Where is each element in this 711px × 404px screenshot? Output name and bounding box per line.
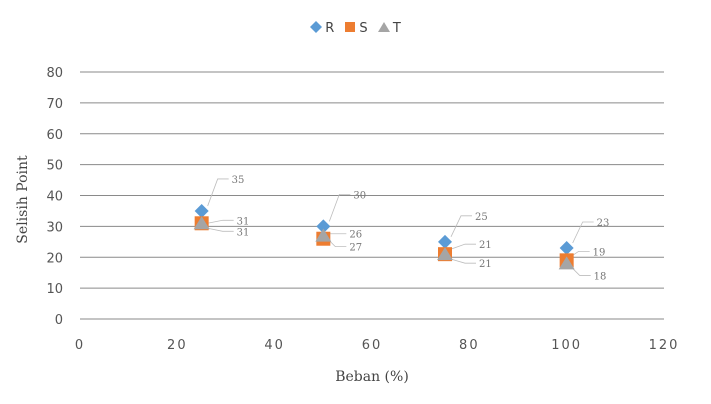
leader-line bbox=[572, 268, 591, 276]
leader-line bbox=[450, 258, 476, 264]
legend-item-t: T bbox=[377, 21, 401, 36]
data-label-t: 31 bbox=[237, 227, 250, 238]
marker-r bbox=[438, 234, 452, 249]
x-tick-label: 120 bbox=[649, 338, 680, 353]
data-label-s: 31 bbox=[237, 216, 250, 227]
y-tick-label: 80 bbox=[46, 66, 63, 81]
x-tick-label: 80 bbox=[459, 338, 480, 353]
legend: R S T bbox=[0, 21, 711, 36]
legend-item-s: S bbox=[344, 21, 368, 36]
x-tick-label: 20 bbox=[167, 338, 188, 353]
leader-line bbox=[328, 193, 351, 222]
leader-line bbox=[207, 227, 234, 232]
data-labels: 35 30 25 23 31 26 21 19 31 27 21 18 bbox=[232, 175, 610, 282]
data-label-r: 23 bbox=[597, 218, 610, 229]
data-label-s: 26 bbox=[349, 230, 362, 241]
y-tick-label: 50 bbox=[46, 159, 63, 174]
axes: 0 10 20 30 40 50 60 70 80 0 20 40 60 80 100 120 bbox=[46, 66, 680, 353]
x-tick-label: 0 bbox=[75, 338, 85, 353]
marker-t bbox=[193, 216, 210, 230]
marker-r bbox=[194, 203, 209, 218]
x-tick-label: 100 bbox=[551, 338, 582, 353]
y-tick-label: 0 bbox=[55, 313, 63, 328]
marker-t bbox=[437, 247, 453, 261]
marker-r bbox=[559, 240, 574, 255]
triangle-icon bbox=[377, 22, 390, 32]
leader-line bbox=[329, 240, 347, 248]
data-label-s: 21 bbox=[479, 240, 492, 251]
y-tick-label: 30 bbox=[46, 220, 63, 235]
legend-label-t: T bbox=[392, 21, 401, 36]
y-tick-label: 40 bbox=[46, 190, 63, 205]
data-label-r: 25 bbox=[475, 212, 488, 223]
data-label-r: 35 bbox=[232, 175, 245, 186]
marker-t bbox=[558, 256, 575, 270]
leader-line bbox=[207, 219, 234, 224]
leader-line bbox=[572, 250, 590, 256]
leader-line bbox=[572, 221, 594, 244]
y-tick-label: 60 bbox=[46, 128, 63, 143]
x-tick-label: 60 bbox=[362, 338, 383, 353]
y-tick-label: 20 bbox=[46, 251, 63, 266]
diamond-icon bbox=[310, 21, 323, 33]
square-icon bbox=[345, 22, 356, 32]
legend-item-r: R bbox=[310, 21, 334, 36]
y-tick-label: 10 bbox=[46, 282, 63, 297]
marker-t bbox=[315, 228, 332, 242]
data-label-t: 21 bbox=[479, 259, 492, 270]
x-tick-label: 40 bbox=[264, 338, 285, 353]
y-tick-label: 70 bbox=[46, 97, 63, 112]
legend-label-s: S bbox=[359, 21, 368, 36]
marker-r bbox=[316, 219, 331, 234]
data-label-r: 30 bbox=[353, 190, 366, 201]
data-label-s: 19 bbox=[593, 247, 606, 258]
leader-line bbox=[207, 178, 229, 207]
y-axis-title: Selisih Point bbox=[15, 155, 31, 244]
label-leaders bbox=[207, 178, 594, 276]
data-label-t: 18 bbox=[594, 271, 607, 282]
markers bbox=[193, 203, 575, 270]
leader-line bbox=[450, 243, 476, 250]
legend-label-r: R bbox=[325, 21, 335, 36]
data-label-t: 27 bbox=[349, 243, 362, 254]
leader-line bbox=[450, 215, 472, 237]
x-axis-title: Beban (%) bbox=[335, 369, 409, 385]
gridlines bbox=[80, 71, 664, 289]
